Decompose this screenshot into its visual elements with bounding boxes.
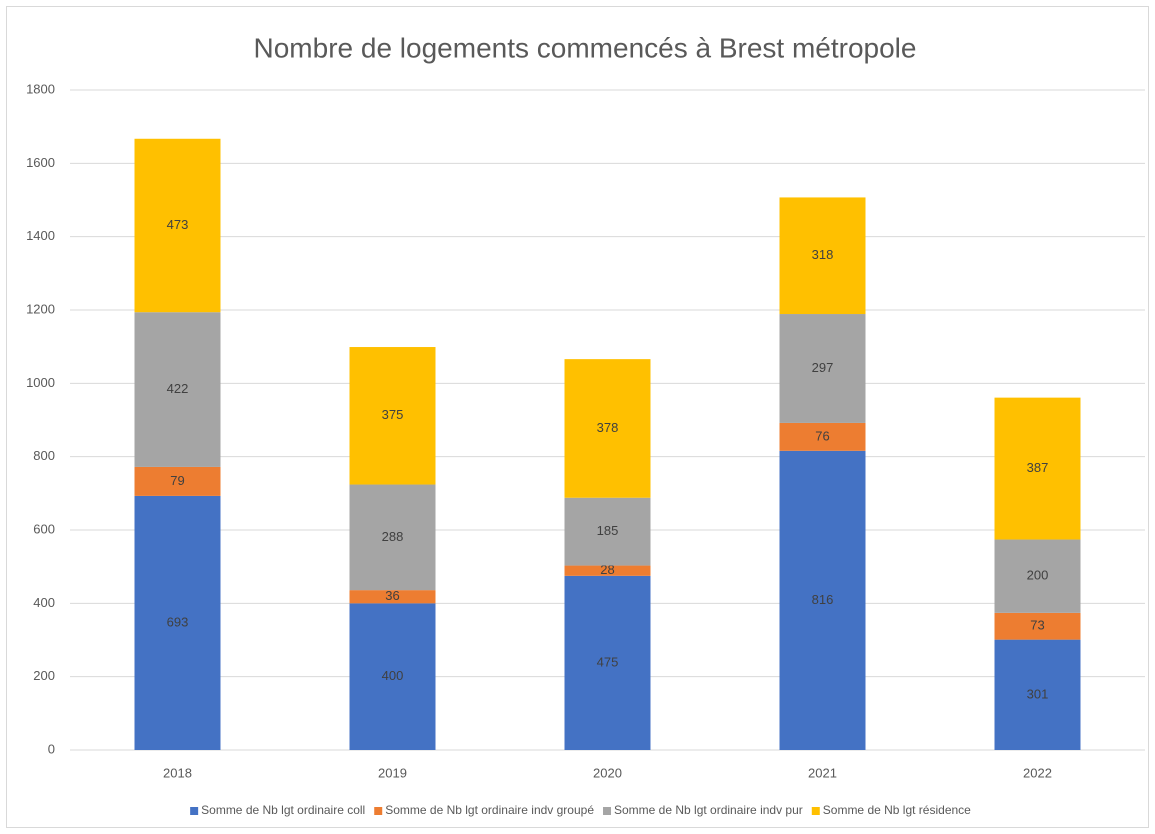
- y-tick-label: 200: [33, 668, 55, 683]
- chart-title: Nombre de logements commencés à Brest mé…: [254, 32, 917, 63]
- bar-segment: [564, 359, 651, 498]
- data-label: 36: [385, 588, 399, 603]
- bar-segment: [779, 314, 866, 423]
- legend-label: Somme de Nb lgt ordinaire coll: [201, 803, 365, 817]
- data-label: 375: [382, 407, 404, 422]
- bar-segment: [564, 575, 651, 750]
- bar-segment: [349, 590, 436, 604]
- legend-label: Somme de Nb lgt ordinaire indv pur: [614, 803, 803, 817]
- data-label: 473: [167, 217, 189, 232]
- data-label: 422: [167, 381, 189, 396]
- legend-label: Somme de Nb lgt ordinaire indv groupé: [385, 803, 594, 817]
- bar-segment: [994, 612, 1081, 640]
- data-label: 816: [812, 592, 834, 607]
- y-tick-label: 1400: [26, 228, 55, 243]
- legend-swatch: [374, 807, 383, 815]
- y-tick-label: 600: [33, 521, 55, 536]
- bar-segment: [134, 495, 221, 750]
- bar-segment: [779, 450, 866, 750]
- bar-segment: [564, 497, 651, 566]
- x-tick-label: 2018: [163, 765, 192, 780]
- x-tick-label: 2019: [378, 765, 407, 780]
- data-label: 73: [1030, 618, 1044, 633]
- bar-segment: [349, 484, 436, 591]
- y-tick-label: 1000: [26, 375, 55, 390]
- bar-segment: [134, 466, 221, 496]
- legend-swatch: [603, 807, 612, 815]
- legend-swatch: [811, 807, 820, 815]
- data-label: 378: [597, 420, 619, 435]
- y-tick-label: 0: [48, 741, 55, 756]
- data-label: 301: [1027, 686, 1049, 701]
- data-label: 79: [170, 473, 184, 488]
- data-label: 387: [1027, 460, 1049, 475]
- data-label: 475: [597, 654, 619, 669]
- data-label: 28: [600, 562, 614, 577]
- bar-segment: [134, 138, 221, 313]
- legend-label: Somme de Nb lgt résidence: [823, 803, 971, 817]
- bar-segment: [779, 422, 866, 451]
- x-tick-label: 2022: [1023, 765, 1052, 780]
- bar-segment: [564, 565, 651, 576]
- y-tick-label: 800: [33, 448, 55, 463]
- bar-segment: [779, 197, 866, 315]
- y-tick-label: 1800: [26, 81, 55, 96]
- y-tick-label: 400: [33, 595, 55, 610]
- bar-segment: [349, 603, 436, 750]
- data-label: 400: [382, 668, 404, 683]
- data-label: 185: [597, 523, 619, 538]
- bar-segment: [994, 397, 1081, 540]
- data-label: 297: [812, 360, 834, 375]
- bar-segment: [134, 312, 221, 467]
- bar-segment: [349, 347, 436, 485]
- data-label: 693: [167, 614, 189, 629]
- y-tick-label: 1200: [26, 301, 55, 316]
- legend-swatch: [190, 807, 199, 815]
- y-tick-label: 1600: [26, 155, 55, 170]
- data-label: 318: [812, 247, 834, 262]
- data-label: 76: [815, 428, 829, 443]
- data-label: 200: [1027, 568, 1049, 583]
- bar-segment: [994, 539, 1081, 613]
- x-tick-label: 2021: [808, 765, 837, 780]
- data-label: 288: [382, 529, 404, 544]
- bar-segment: [994, 639, 1081, 750]
- x-tick-label: 2020: [593, 765, 622, 780]
